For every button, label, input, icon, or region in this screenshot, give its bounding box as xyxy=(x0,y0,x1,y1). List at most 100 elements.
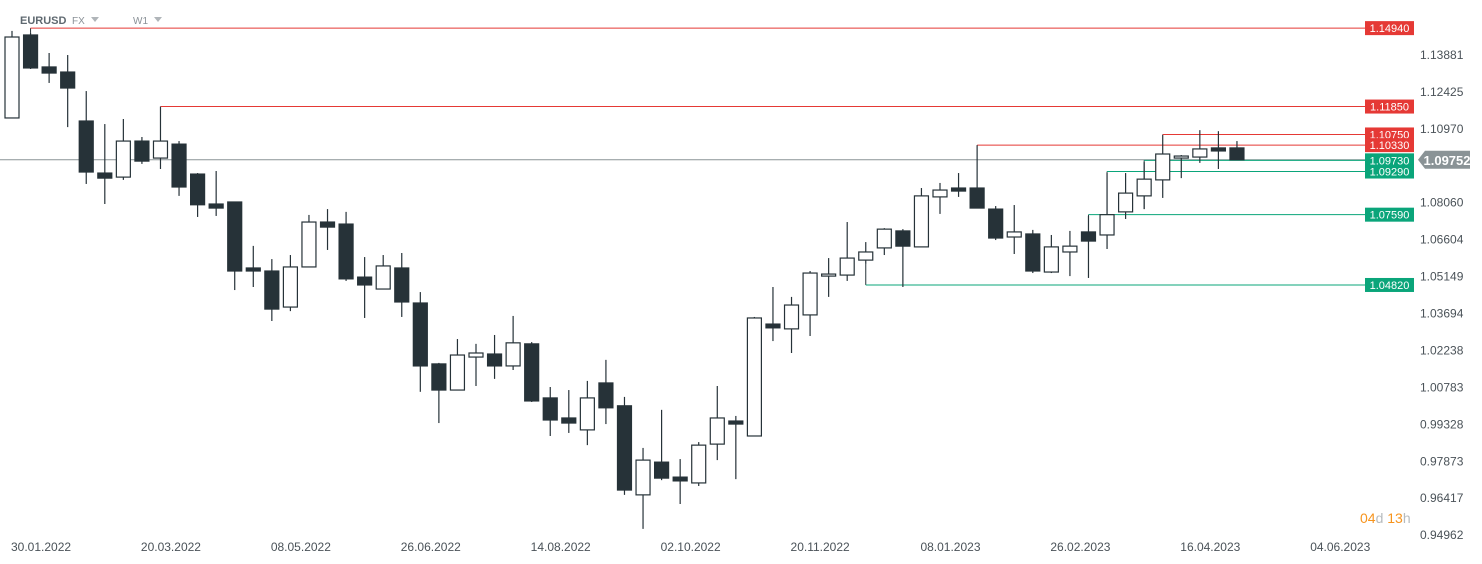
candle-bull xyxy=(4,36,20,119)
x-tick-label: 20.11.2022 xyxy=(791,540,850,554)
candle-bear xyxy=(1210,147,1227,152)
market-selector[interactable]: FX xyxy=(72,16,99,27)
candle-bear xyxy=(728,420,744,425)
y-tick-label: 1.12425 xyxy=(1420,85,1464,99)
y-tick-label: 1.03694 xyxy=(1420,307,1464,321)
candle-bear xyxy=(319,221,336,228)
candle-bull xyxy=(1117,192,1134,213)
candle-bear xyxy=(653,461,670,479)
candle-bear xyxy=(245,267,261,272)
level-tag-support xyxy=(1365,277,1414,292)
candle-bear xyxy=(524,343,540,402)
candle-bull xyxy=(1099,214,1115,236)
candle-bear xyxy=(672,476,688,482)
candle-bull xyxy=(375,265,391,290)
candle-bear xyxy=(431,363,447,391)
current-price-tag xyxy=(1418,150,1470,169)
level-tag-support xyxy=(1365,164,1414,179)
candle-bear xyxy=(394,267,410,303)
candle-bull xyxy=(1136,178,1152,197)
x-tick-label: 08.01.2023 xyxy=(920,540,980,554)
candle-bear xyxy=(969,187,985,209)
candle-bear xyxy=(357,276,373,286)
y-tick-label: 1.02238 xyxy=(1420,344,1464,358)
level-tag-text: 1.04820 xyxy=(1370,280,1410,292)
level-tag-text: 1.10330 xyxy=(1370,140,1410,152)
candle-bull xyxy=(876,228,892,249)
symbol-label[interactable]: EURUSD xyxy=(20,15,67,27)
y-tick-label: 1.13881 xyxy=(1420,48,1464,62)
current-price-text: 1.09752 xyxy=(1424,153,1471,168)
x-tick-label: 26.06.2022 xyxy=(401,540,461,554)
level-tag-resistance xyxy=(1365,21,1414,36)
candle-bear xyxy=(950,187,967,192)
candle-bull xyxy=(579,397,595,431)
level-tag-text: 1.09730 xyxy=(1370,155,1410,167)
x-tick-label: 26.02.2023 xyxy=(1050,540,1110,554)
candle-bear xyxy=(208,203,224,209)
x-tick-label: 20.03.2022 xyxy=(141,540,201,554)
caret-down-icon xyxy=(154,17,162,22)
x-tick-label: 02.10.2022 xyxy=(661,540,721,554)
x-tick-label: 14.08.2022 xyxy=(531,540,591,554)
level-tag-support xyxy=(1365,207,1414,222)
candle-bull xyxy=(709,417,725,445)
level-tag-support xyxy=(1365,153,1414,168)
candle-bear xyxy=(22,34,39,69)
candle-bear xyxy=(412,302,428,367)
x-tick-label: 08.05.2022 xyxy=(271,540,331,554)
candle-bear xyxy=(1080,231,1097,242)
candle-bull xyxy=(468,352,484,358)
candle-bull xyxy=(802,272,818,316)
candle-bull xyxy=(1043,246,1059,273)
level-tag-resistance xyxy=(1365,138,1414,153)
y-tick-label: 0.99328 xyxy=(1420,417,1464,431)
level-tag-text: 1.14940 xyxy=(1370,23,1410,35)
candle-bear xyxy=(1025,233,1041,272)
y-tick-label: 1.00783 xyxy=(1420,380,1464,394)
candle-bear xyxy=(134,140,150,162)
y-tick-label: 1.05149 xyxy=(1420,270,1464,284)
x-tick-label: 16.04.2023 xyxy=(1180,540,1240,554)
candle-bear xyxy=(486,353,503,367)
candle-bear xyxy=(598,382,614,409)
level-tag-resistance xyxy=(1365,99,1414,114)
candle-bull xyxy=(635,459,651,496)
candle-bull xyxy=(913,195,930,248)
candle-bull xyxy=(1155,153,1171,181)
y-tick-label: 1.08060 xyxy=(1420,196,1464,210)
candle-bear xyxy=(895,230,911,247)
candle-bull xyxy=(152,140,169,159)
level-tag-text: 1.07590 xyxy=(1370,210,1410,222)
candle-bear xyxy=(988,208,1004,239)
interval-selector[interactable]: W1 xyxy=(133,16,162,27)
candle-bull xyxy=(115,140,131,178)
candle-bull xyxy=(746,317,763,437)
candle-bull xyxy=(505,342,521,367)
candle-bear xyxy=(616,405,633,491)
y-tick-label: 1.06604 xyxy=(1420,233,1464,247)
candle-bull xyxy=(691,444,707,484)
caret-down-icon xyxy=(90,17,99,22)
candle-bull xyxy=(821,273,837,277)
candle-bear xyxy=(338,223,354,280)
candle-bull xyxy=(858,251,874,261)
candle-bull xyxy=(783,304,800,330)
candle-bear xyxy=(60,71,76,89)
candle-countdown: 04d 13h xyxy=(1360,510,1411,526)
candle-bear xyxy=(97,172,113,179)
candle-bull xyxy=(1192,148,1208,158)
candle-bull xyxy=(1062,245,1078,253)
candle-bull xyxy=(282,266,298,308)
level-tag-resistance xyxy=(1365,127,1414,142)
candle-bear xyxy=(41,66,57,74)
y-tick-label: 0.96417 xyxy=(1420,491,1464,505)
candle-bear xyxy=(264,270,280,310)
candle-bear xyxy=(78,120,94,173)
candle-bull xyxy=(932,189,948,198)
candle-bear xyxy=(227,201,243,272)
y-tick-label: 1.10970 xyxy=(1420,122,1464,136)
candle-bear xyxy=(542,397,558,421)
candle-bear xyxy=(765,323,781,329)
